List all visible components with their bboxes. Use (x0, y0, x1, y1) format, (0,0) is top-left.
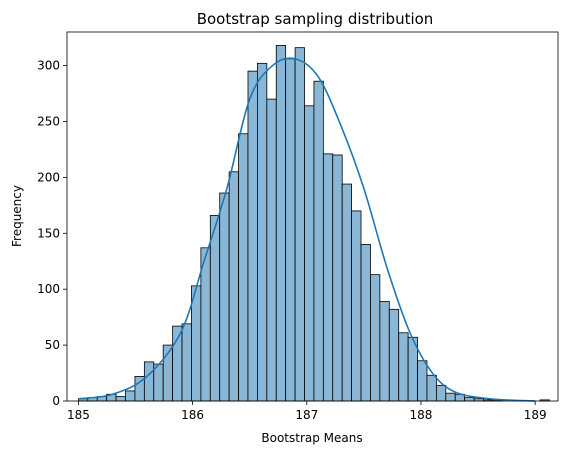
histogram-bar (228, 171, 239, 402)
histogram-bar (332, 154, 343, 402)
y-tick-label: 0 (52, 394, 60, 408)
histogram-bar (464, 397, 475, 402)
histogram-bar (360, 244, 371, 402)
histogram-bar (388, 308, 400, 402)
histogram-bar (266, 98, 277, 402)
y-axis-label: Frequency (10, 185, 24, 247)
x-axis-label: Bootstrap Means (261, 431, 362, 445)
histogram-bar (426, 374, 437, 402)
histogram-bar (181, 323, 192, 402)
histogram-bar (275, 45, 287, 402)
histogram-bar (313, 80, 324, 402)
histogram-bar (209, 214, 221, 402)
plot-frame (66, 31, 559, 402)
y-tick-label: 300 (37, 59, 60, 73)
y-tick-label: 50 (45, 338, 60, 352)
y-tick-label: 150 (37, 226, 60, 240)
histogram-bar (435, 384, 447, 402)
histogram-bar (219, 192, 230, 402)
histogram-bar (304, 105, 315, 402)
histogram-bar (257, 62, 268, 402)
histogram-bar (125, 390, 136, 402)
x-tick-label: 189 (524, 408, 547, 422)
x-axis-ticks: 185 186 187 188 189 (67, 401, 547, 422)
histogram-bar (398, 332, 409, 402)
histogram-bar (247, 70, 258, 402)
x-tick-label: 186 (181, 408, 204, 422)
kde-curve (78, 57, 536, 402)
histogram-bar (351, 210, 362, 402)
histogram-bars (78, 45, 550, 402)
histogram-bar (238, 133, 249, 402)
y-tick-label: 100 (37, 282, 60, 296)
y-axis-ticks: 0 50 100 150 200 250 300 (37, 59, 67, 408)
histogram-bar (191, 285, 202, 402)
histogram-bar (341, 183, 353, 402)
histogram-bar (285, 58, 296, 402)
y-tick-label: 200 (37, 170, 60, 184)
x-tick-label: 188 (410, 408, 433, 422)
histogram-bar (417, 360, 428, 402)
histogram-bar (115, 396, 126, 402)
histogram-bar (379, 301, 390, 402)
histogram-bar (200, 247, 211, 402)
y-tick-label: 250 (37, 114, 60, 128)
histogram-bar (445, 392, 456, 402)
x-tick-label: 187 (295, 408, 318, 422)
histogram-bar (370, 274, 381, 402)
histogram-bar (143, 361, 155, 402)
x-tick-label: 185 (67, 408, 90, 422)
histogram-bar (153, 363, 164, 402)
histogram-bar (294, 47, 305, 402)
chart-title: Bootstrap sampling distribution (197, 10, 434, 28)
histogram-bar (322, 153, 334, 402)
